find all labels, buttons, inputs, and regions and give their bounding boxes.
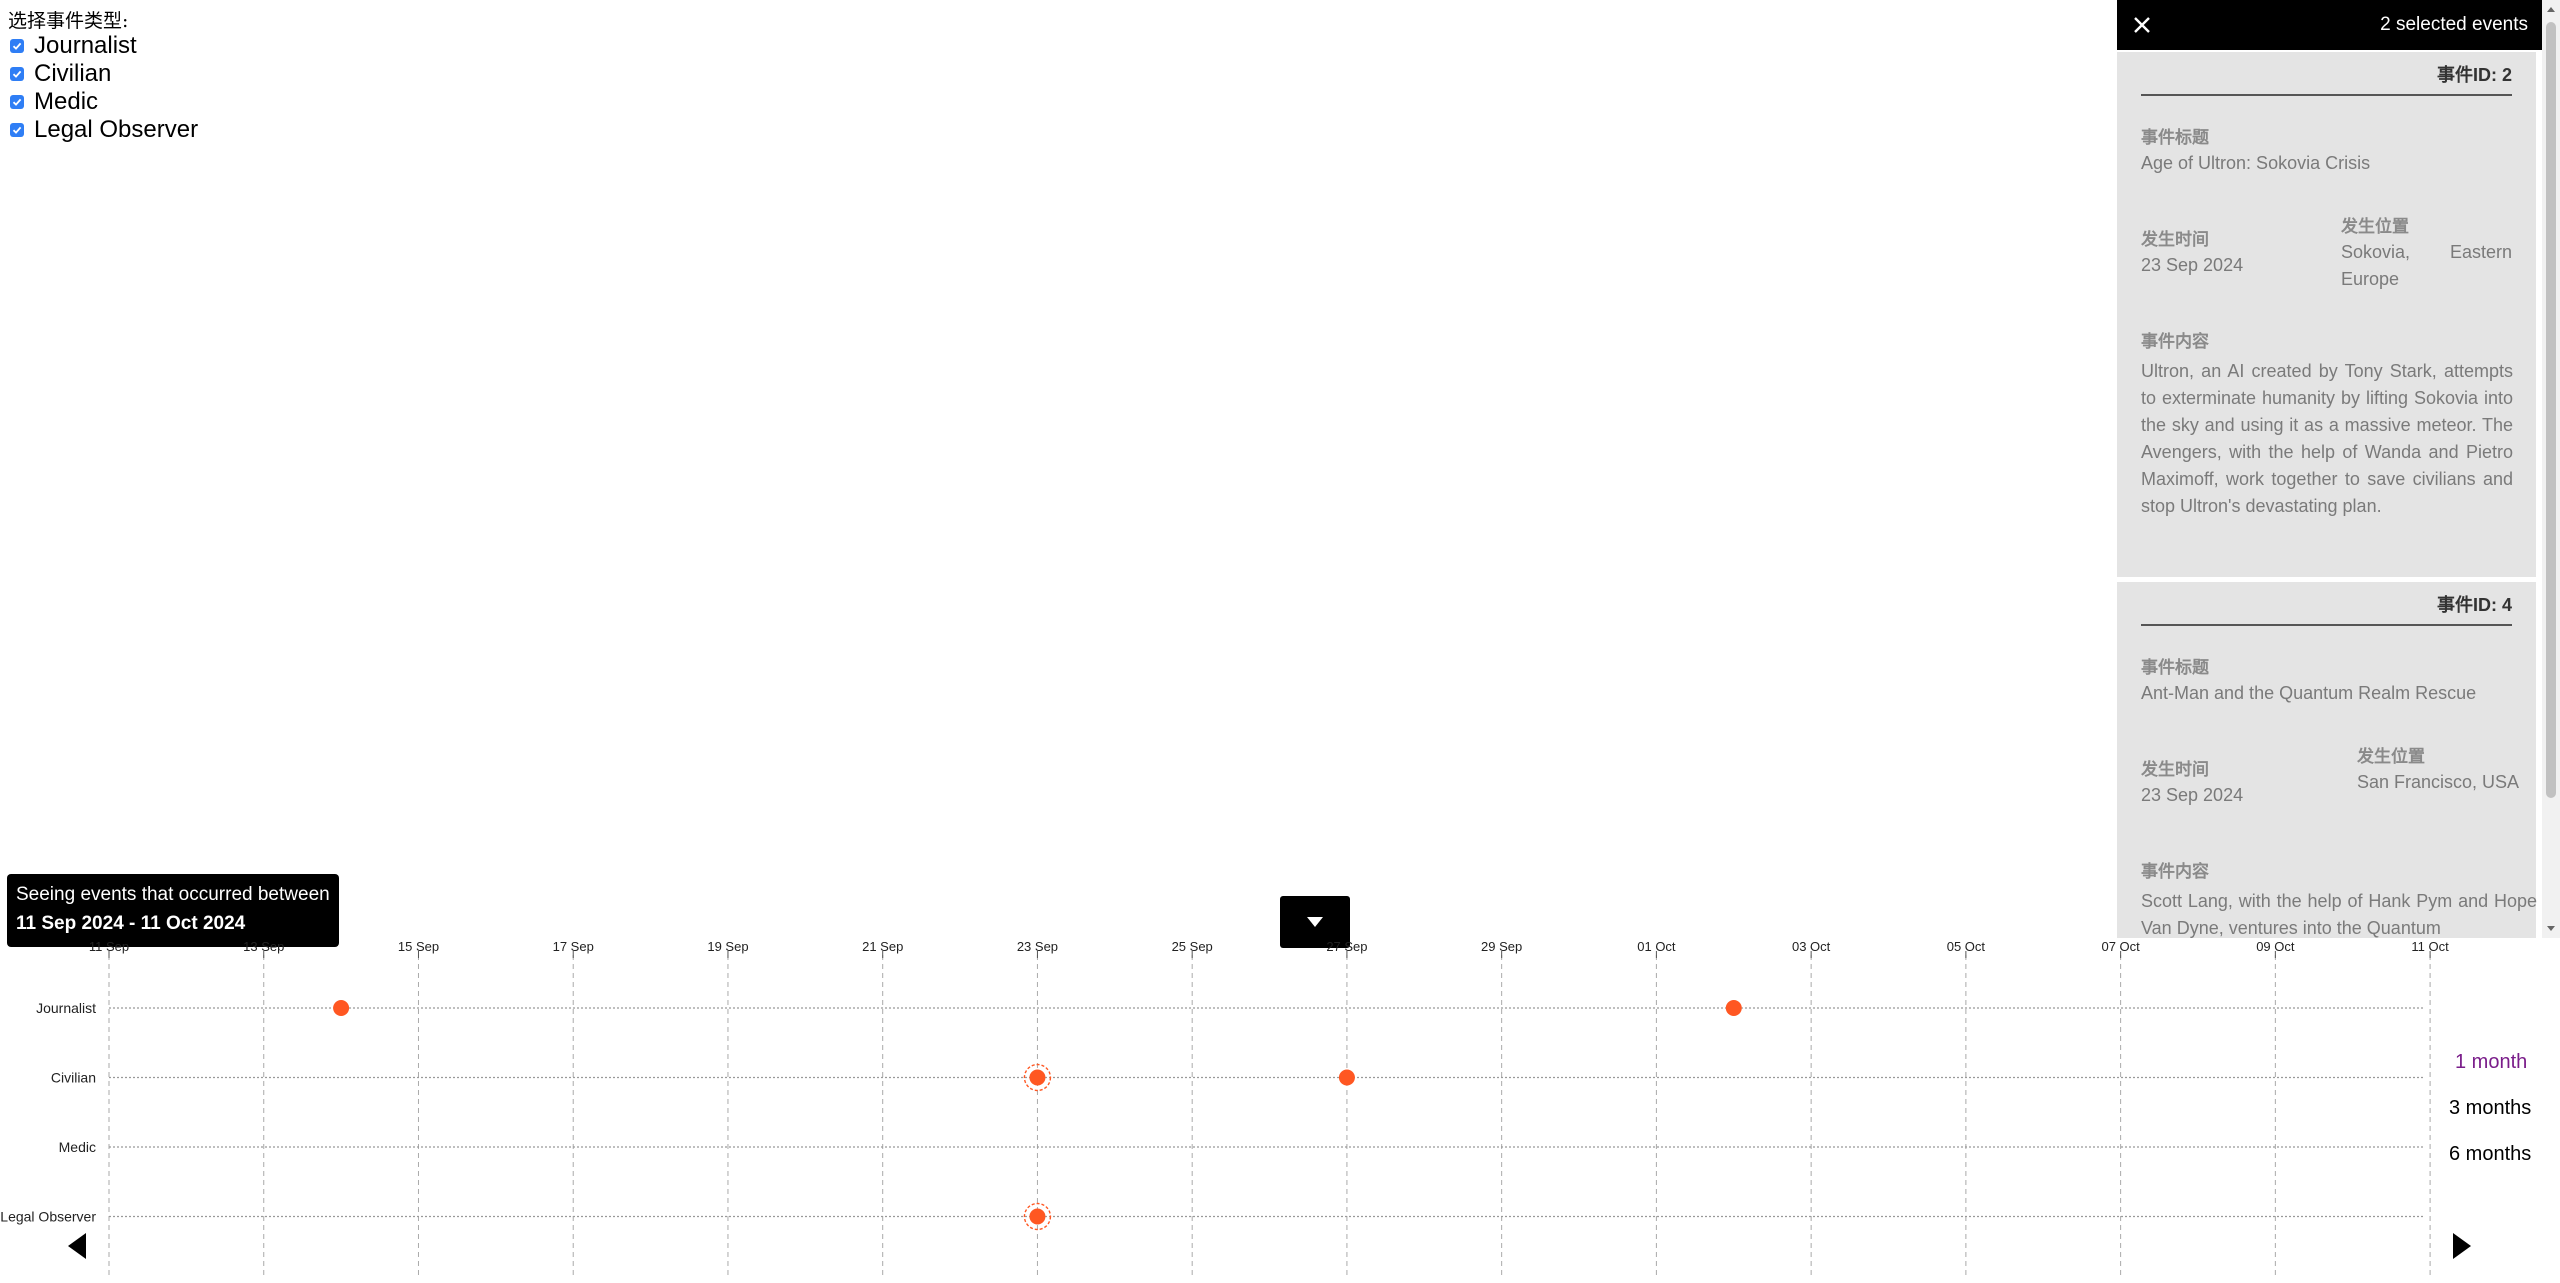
row-label: Civilian	[51, 1070, 96, 1086]
time-label: 发生时间	[2141, 230, 2209, 249]
checkbox-medic[interactable]	[10, 95, 24, 109]
zoom-3-months[interactable]: 3 months	[2449, 1097, 2532, 1119]
event-id: 事件ID: 4	[2141, 592, 2512, 626]
event-date: 23 Sep 2024	[2141, 785, 2244, 805]
date-tick-label: 05 Oct	[1947, 940, 1986, 954]
filter-option-medic[interactable]: Medic	[8, 88, 198, 116]
filter-label: Legal Observer	[34, 116, 199, 143]
title-label: 事件标题	[2141, 658, 2209, 677]
caret-down-icon	[1307, 917, 1323, 927]
event-location: San Francisco, USA	[2357, 772, 2520, 792]
previous-period-button[interactable]	[66, 1232, 88, 1260]
selected-events-panel: 2 selected events 事件ID: 2 事件标题 Age of Ul…	[2117, 0, 2560, 938]
date-tick-label: 03 Oct	[1792, 940, 1831, 954]
next-period-button[interactable]	[2451, 1232, 2473, 1260]
event-id: 事件ID: 2	[2141, 62, 2512, 96]
timeline-svg: 11 Sep 13 Sep 15 Sep 17 Sep 19 Sep 21 Sep 23 S…	[0, 939, 2449, 1279]
date-tick-label: 09 Oct	[2256, 940, 2295, 954]
event-dot[interactable]	[1029, 1069, 1046, 1086]
filter-option-legal-observer[interactable]: Legal Observer	[8, 116, 198, 144]
date-tick-label: 07 Oct	[2101, 940, 2140, 954]
date-tick-label: 27 Sep	[1326, 940, 1367, 954]
date-tick-label: 23 Sep	[1017, 940, 1058, 954]
date-tick-label: 01 Oct	[1637, 940, 1676, 954]
close-panel-button[interactable]	[2117, 0, 2167, 50]
toggle-timeline-button[interactable]	[1280, 896, 1350, 948]
date-tick-label: 17 Sep	[553, 940, 594, 954]
event-dot[interactable]	[1725, 1000, 1742, 1016]
content-label: 事件内容	[2141, 332, 2209, 351]
date-tick-label: 25 Sep	[1172, 940, 1213, 954]
event-type-filter: 选择事件类型: Journalist Civilian Medic Legal …	[8, 10, 198, 144]
event-content: Ultron, an AI created by Tony Stark, att…	[2141, 361, 2513, 516]
event-content: Scott Lang, with the help of Hank Pym an…	[2141, 891, 2537, 938]
event-dot[interactable]	[1029, 1208, 1046, 1225]
date-tick-label: 15 Sep	[398, 940, 439, 954]
location-label: 发生位置	[2357, 747, 2425, 766]
event-dot[interactable]	[333, 1000, 350, 1016]
event-dot[interactable]	[1338, 1069, 1355, 1086]
date-tick-label: 13 Sep	[243, 940, 284, 954]
content-label: 事件内容	[2141, 862, 2209, 881]
arrow-left-icon	[68, 1233, 86, 1259]
event-location: Sokovia, Eastern Europe	[2341, 242, 2512, 289]
zoom-1-month[interactable]: 1 month	[2455, 1051, 2528, 1073]
checkbox-legal-observer[interactable]	[10, 123, 24, 137]
date-tick-label: 11 Oct	[2411, 940, 2449, 954]
panel-scrollbar[interactable]	[2542, 0, 2560, 938]
filter-title: 选择事件类型:	[8, 10, 129, 32]
time-label: 发生时间	[2141, 760, 2209, 779]
filter-label: Medic	[34, 88, 99, 115]
date-tick-label: 29 Sep	[1481, 940, 1522, 954]
selected-event-ring	[1023, 1063, 1052, 1092]
close-icon	[2134, 17, 2150, 33]
event-timeline: 11 Sep 13 Sep 15 Sep 17 Sep 19 Sep 21 Sep 23 S…	[0, 939, 2560, 1279]
filter-option-journalist[interactable]: Journalist	[8, 32, 198, 60]
event-date: 23 Sep 2024	[2141, 255, 2244, 275]
checkbox-civilian[interactable]	[10, 67, 24, 81]
panel-header: 2 selected events	[2117, 0, 2542, 50]
row-label: Journalist	[36, 1000, 96, 1016]
date-tick-label: 21 Sep	[862, 940, 903, 954]
filter-label: Civilian	[34, 60, 112, 87]
date-range-label: Seeing events that occurred between 11 S…	[7, 874, 339, 947]
filter-label: Journalist	[34, 32, 137, 59]
location-label: 发生位置	[2341, 217, 2409, 236]
scrollbar-thumb[interactable]	[2546, 22, 2556, 798]
row-label: Medic	[59, 1139, 96, 1155]
row-label: Legal Observer	[0, 1209, 96, 1225]
date-tick-label: 19 Sep	[707, 940, 748, 954]
event-card: 事件ID: 2 事件标题 Age of Ultron: Sokovia Cris…	[2117, 52, 2536, 577]
event-title: Age of Ultron: Sokovia Crisis	[2141, 153, 2371, 173]
title-label: 事件标题	[2141, 128, 2209, 147]
scroll-up-arrow-icon[interactable]	[2546, 4, 2556, 14]
zoom-6-months[interactable]: 6 months	[2449, 1143, 2532, 1165]
selected-count: 2 selected events	[2380, 14, 2528, 35]
date-tick-label: 11 Sep	[89, 940, 129, 954]
range-caption: Seeing events that occurred between	[16, 884, 330, 905]
selected-event-ring	[1023, 1202, 1052, 1231]
event-card: 事件ID: 4 事件标题 Ant-Man and the Quantum Rea…	[2117, 582, 2537, 938]
scroll-down-arrow-icon[interactable]	[2546, 924, 2556, 934]
range-dates: 11 Sep 2024 - 11 Oct 2024	[16, 913, 246, 934]
event-title: Ant-Man and the Quantum Realm Rescue	[2141, 683, 2477, 703]
arrow-right-icon	[2453, 1233, 2471, 1259]
filter-option-civilian[interactable]: Civilian	[8, 60, 198, 88]
checkbox-journalist[interactable]	[10, 39, 24, 53]
